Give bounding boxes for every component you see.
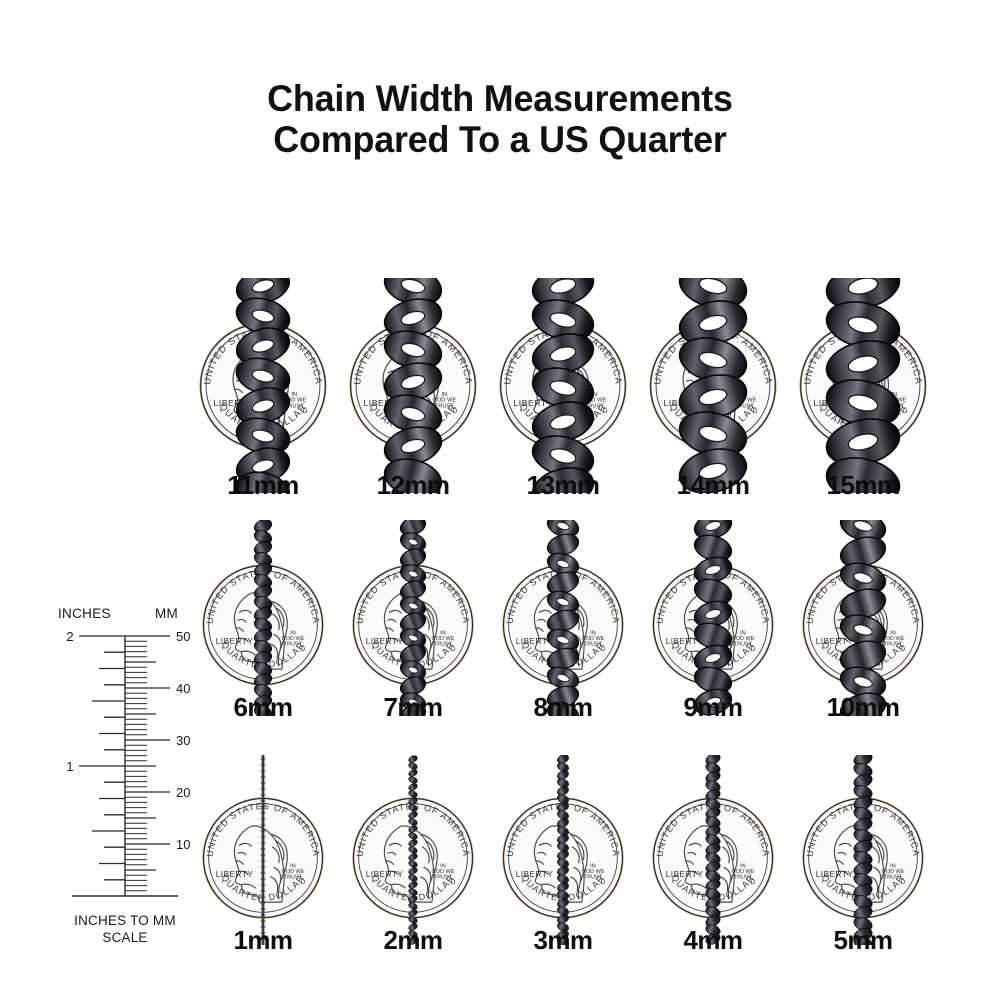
chain-sample-2mm: 2mm bbox=[338, 755, 488, 970]
chain-graphic-11mm bbox=[230, 267, 296, 509]
size-label: 5mm bbox=[833, 925, 894, 955]
ruler-caption-line-2: SCALE bbox=[102, 930, 148, 945]
chain-row-6-to-10mm: 6mm bbox=[180, 510, 970, 730]
chain-sample-6mm: 6mm bbox=[188, 519, 338, 735]
size-label: 14mm bbox=[676, 470, 750, 500]
inches-to-mm-ruler: INCHES MM bbox=[52, 606, 198, 951]
chain-graphic-10mm bbox=[834, 510, 892, 724]
chain-graphic-3mm bbox=[556, 754, 570, 950]
chain-graphic-13mm bbox=[524, 265, 602, 509]
ruler-mm-label-30: 30 bbox=[176, 733, 190, 748]
chain-graphic-2mm bbox=[408, 755, 419, 950]
chain-row-1-to-5mm: 1mm bbox=[180, 752, 970, 965]
size-label: 4mm bbox=[683, 925, 744, 955]
ruler-mm-label-20: 20 bbox=[176, 785, 190, 800]
chain-graphic-9mm bbox=[689, 512, 737, 721]
size-label: 13mm bbox=[526, 470, 600, 500]
size-label: 10mm bbox=[826, 692, 900, 722]
size-label: 9mm bbox=[683, 692, 744, 722]
chain-graphic-8mm bbox=[543, 514, 583, 725]
chain-graphic-5mm bbox=[852, 752, 875, 950]
size-label: 8mm bbox=[533, 692, 594, 722]
size-label: 12mm bbox=[376, 470, 450, 500]
chain-sample-12mm: 12mm bbox=[338, 266, 488, 500]
size-label: 15mm bbox=[826, 470, 900, 500]
chain-sample-4mm: 4mm bbox=[638, 753, 788, 970]
chain-sample-10mm: 10mm bbox=[788, 510, 938, 735]
chain-graphic-12mm bbox=[377, 266, 449, 498]
size-label: 7mm bbox=[383, 692, 444, 722]
size-label: 2mm bbox=[383, 925, 444, 955]
chain-sample-5mm: 5mm bbox=[788, 752, 938, 970]
chain-graphic-7mm bbox=[397, 516, 429, 724]
chain-sample-9mm: 9mm bbox=[638, 512, 788, 735]
chain-graphic-6mm bbox=[252, 519, 274, 721]
ruler-mm-label-10: 10 bbox=[176, 837, 190, 852]
size-label: 6mm bbox=[233, 692, 294, 722]
chain-sample-8mm: 8mm bbox=[488, 514, 638, 735]
size-label: 11mm bbox=[227, 470, 299, 500]
ruler-inch-label-2: 2 bbox=[66, 629, 73, 644]
size-label: 1mm bbox=[233, 925, 294, 955]
chain-sample-7mm: 7mm bbox=[338, 516, 488, 735]
ruler-mm-label-40: 40 bbox=[176, 681, 190, 696]
ruler-caption-line-1: INCHES TO MM bbox=[74, 913, 176, 928]
chain-sample-14mm: 14mm bbox=[638, 263, 788, 500]
chain-graphic-4mm bbox=[704, 753, 722, 950]
chain-graphic-15mm bbox=[816, 262, 910, 505]
page-title: Chain Width Measurements Compared To a U… bbox=[0, 78, 1000, 161]
chain-graphic-14mm bbox=[670, 263, 756, 498]
ruler-scale-body: 2 1 bbox=[52, 628, 198, 908]
ruler-header-mm: MM bbox=[155, 606, 179, 621]
ruler-inch-label-1: 1 bbox=[66, 759, 73, 774]
chain-sample-1mm: 1mm bbox=[188, 755, 338, 970]
chain-sample-11mm: 11mm bbox=[188, 267, 338, 509]
chain-sample-13mm: 13mm bbox=[488, 265, 638, 509]
chain-sample-15mm: 15mm bbox=[788, 262, 938, 505]
ruler-mm-label-50: 50 bbox=[176, 629, 190, 644]
size-label: 3mm bbox=[533, 925, 594, 955]
ruler-header-inches: INCHES bbox=[58, 606, 111, 621]
chain-sample-3mm: 3mm bbox=[488, 754, 638, 970]
title-line-2: Compared To a US Quarter bbox=[273, 119, 727, 161]
title-line-1: Chain Width Measurements bbox=[267, 78, 733, 119]
chain-row-11-to-15mm: 11mm bbox=[180, 262, 970, 509]
chain-graphic-1mm bbox=[260, 755, 267, 950]
